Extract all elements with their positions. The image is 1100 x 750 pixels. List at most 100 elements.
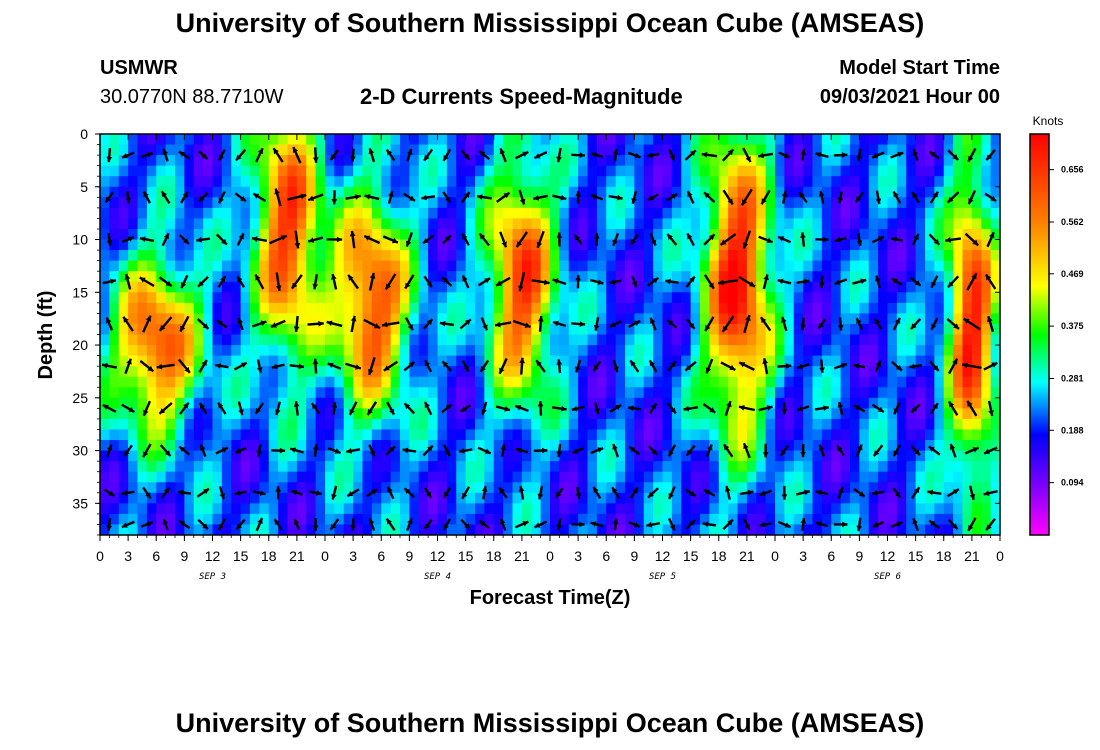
current-vector	[685, 444, 696, 457]
heatmap-cell	[128, 165, 139, 177]
current-vector	[494, 321, 512, 328]
heatmap-cell	[587, 524, 598, 535]
heatmap-cell	[128, 376, 139, 388]
heatmap-cell	[437, 250, 448, 262]
heatmap-cell	[259, 408, 270, 420]
heatmap-cell	[240, 429, 251, 441]
current-vector	[234, 192, 247, 203]
heatmap-cell	[353, 408, 364, 420]
heatmap-cell	[596, 134, 607, 146]
heatmap-cell	[981, 471, 992, 483]
current-vector	[518, 271, 526, 292]
heatmap-cell	[531, 271, 542, 283]
heatmap-cell	[784, 429, 795, 441]
heatmap-cell	[915, 334, 926, 346]
heatmap-cell	[400, 250, 410, 262]
heatmap-cell	[859, 524, 870, 535]
heatmap-cell	[100, 397, 110, 409]
heatmap-cell	[831, 440, 842, 452]
heatmap-cell	[418, 271, 429, 283]
heatmap-cell	[793, 197, 804, 209]
heatmap-cell	[128, 271, 139, 283]
heatmap-cell	[550, 334, 560, 346]
heatmap-cell	[362, 250, 373, 262]
heatmap-cell	[353, 513, 364, 526]
heatmap-cell	[812, 176, 823, 188]
heatmap-cell	[718, 197, 729, 209]
heatmap-cell	[493, 302, 504, 314]
heatmap-cell	[981, 513, 992, 526]
current-vector	[406, 148, 413, 162]
heatmap-cell	[859, 313, 870, 325]
heatmap-cell	[334, 281, 345, 293]
heatmap-cell	[390, 503, 401, 515]
heatmap-cell	[109, 281, 120, 293]
heatmap-cell	[437, 186, 448, 198]
current-vector	[124, 358, 132, 375]
heatmap-cell	[259, 524, 270, 535]
current-vector	[929, 191, 939, 204]
heatmap-cell	[531, 250, 542, 262]
heatmap-cell	[606, 134, 617, 146]
heatmap-cell	[831, 513, 842, 526]
heatmap-cell	[868, 440, 879, 452]
heatmap-cell	[550, 313, 560, 325]
heatmap-cell	[625, 155, 635, 167]
heatmap-cell	[109, 323, 120, 336]
heatmap-cell	[343, 250, 354, 262]
heatmap-cell	[503, 292, 514, 304]
heatmap-cell	[568, 513, 579, 526]
heatmap-cell	[887, 450, 898, 462]
current-vector	[178, 519, 191, 530]
heatmap-cell	[306, 155, 317, 167]
current-vector	[837, 191, 844, 204]
heatmap-cell	[765, 250, 776, 262]
heatmap-cell	[728, 503, 739, 515]
heatmap-cell	[831, 450, 842, 462]
heatmap-cell	[700, 513, 710, 526]
heatmap-cell	[484, 302, 495, 314]
heatmap-cell	[775, 408, 785, 420]
current-vector	[217, 402, 227, 415]
heatmap-cell	[503, 218, 514, 230]
heatmap-cell	[681, 524, 692, 535]
heatmap-cell	[390, 450, 401, 462]
heatmap-cell	[925, 397, 935, 409]
heatmap-cell	[718, 334, 729, 346]
heatmap-cell	[428, 281, 439, 293]
current-vector	[837, 486, 844, 499]
heatmap-cell	[784, 376, 795, 388]
heatmap-cell	[746, 471, 757, 483]
x-tick-label: 12	[880, 548, 896, 564]
heatmap-cell	[475, 482, 485, 494]
current-vector	[439, 320, 455, 327]
heatmap-cell	[878, 440, 889, 452]
heatmap-cell	[268, 429, 279, 441]
heatmap-cell	[315, 408, 326, 420]
heatmap-cell	[512, 513, 523, 526]
current-vector	[363, 234, 381, 245]
heatmap-cell	[221, 323, 232, 336]
heatmap-cell	[203, 281, 214, 293]
current-vector	[255, 147, 264, 163]
heatmap-cell	[465, 228, 476, 241]
heatmap-cell	[784, 482, 795, 494]
heatmap-cell	[587, 334, 598, 346]
heatmap-cell	[146, 260, 157, 272]
heatmap-cell	[137, 197, 148, 209]
heatmap-cell	[728, 155, 739, 167]
current-vector	[140, 152, 154, 159]
heatmap-cell	[306, 482, 317, 494]
heatmap-cell	[765, 334, 776, 346]
heatmap-cell	[212, 492, 223, 504]
heatmap-cell	[831, 250, 842, 262]
heatmap-cell	[887, 524, 898, 535]
heatmap-cell	[503, 165, 514, 177]
heatmap-cell	[287, 292, 298, 304]
heatmap-cell	[700, 492, 710, 504]
current-vector	[946, 191, 960, 204]
heatmap-cell	[175, 186, 185, 198]
heatmap-cell	[446, 397, 457, 409]
current-vector	[424, 359, 433, 373]
current-vector	[800, 149, 807, 162]
